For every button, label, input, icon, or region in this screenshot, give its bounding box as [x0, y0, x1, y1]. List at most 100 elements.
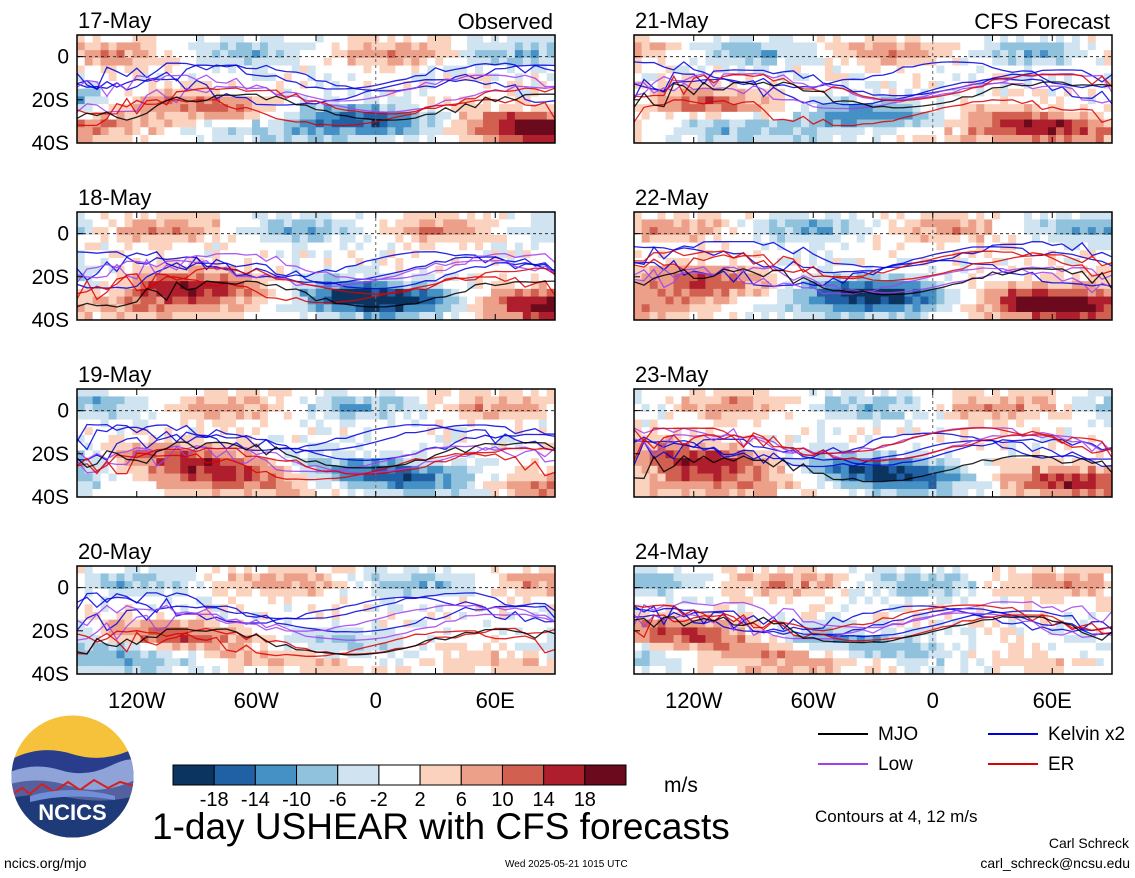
- y-tick-label: 20S: [32, 620, 69, 643]
- panel-17-may: 17-May 0 20S 40S Observed: [32, 8, 556, 155]
- contour-line: [634, 434, 1112, 462]
- contour-line: [634, 72, 1112, 101]
- x-tick-label: 120W: [665, 688, 723, 713]
- contour-line: [77, 441, 555, 469]
- contour-line: [77, 592, 555, 620]
- x-tick-label: 60W: [791, 688, 836, 713]
- contour-line: [77, 98, 555, 127]
- contour-line: [634, 454, 1112, 483]
- panel-date-label: 23-May: [635, 362, 708, 387]
- colorbar-label: -2: [370, 789, 388, 811]
- contour-line: [77, 628, 555, 656]
- x-tick-label: 120W: [108, 688, 166, 713]
- contour-line: [634, 426, 1112, 455]
- panel-18-may: 18-May 0 20S 40S: [32, 185, 556, 332]
- contour-line: [77, 252, 555, 281]
- panel-19-may: 19-May 0 20S 40S: [32, 362, 556, 509]
- panel-date-label: 20-May: [78, 539, 151, 564]
- y-tick-label: 0: [57, 577, 69, 600]
- y-tick-label: 0: [57, 46, 69, 69]
- panel-22-may: 22-May: [633, 185, 1113, 321]
- legend-label: ER: [1048, 754, 1074, 775]
- contour-line: [77, 275, 555, 304]
- contour-line: [77, 605, 555, 633]
- column-title: CFS Forecast: [974, 9, 1110, 34]
- contour-line: [634, 601, 1112, 629]
- colorbar-swatch: [337, 764, 380, 786]
- shear-field: [77, 389, 555, 497]
- x-tick-label: 0: [927, 688, 939, 713]
- colorbar-label: -10: [282, 789, 311, 811]
- contour-line: [77, 256, 555, 284]
- colorbar-label: 2: [415, 789, 426, 811]
- panel-date-label: 24-May: [635, 539, 708, 564]
- colorbar-swatch: [584, 764, 627, 786]
- y-tick-label: 40S: [32, 309, 69, 332]
- x-tick-label: 60E: [1033, 688, 1072, 713]
- y-tick-label: 20S: [32, 89, 69, 112]
- colorbar-swatch: [543, 764, 586, 786]
- colorbar-label: -6: [329, 789, 347, 811]
- colorbar-label: 6: [456, 789, 467, 811]
- x-tick-label: 0: [370, 688, 382, 713]
- contour-line: [77, 433, 555, 462]
- shear-field: [77, 35, 555, 143]
- contour-line: [634, 78, 1112, 106]
- contour-line: [634, 268, 1112, 296]
- contour-line: [77, 630, 555, 657]
- colorbar: -18 -14 -10 -6 -2 2 6 10 14 18: [172, 764, 627, 811]
- contour-line: [77, 423, 555, 452]
- panel-date-label: 18-May: [78, 185, 151, 210]
- contour-line: [634, 61, 1112, 89]
- colorbar-label: 14: [533, 789, 555, 811]
- colorbar-swatch: [296, 764, 339, 786]
- colorbar-swatch: [213, 764, 256, 786]
- shear-field: [634, 212, 1112, 320]
- contour-line: [77, 604, 555, 632]
- y-tick-label: 40S: [32, 663, 69, 686]
- colorbar-label: -14: [241, 789, 270, 811]
- contour-line: [77, 62, 555, 90]
- contour-line: [634, 616, 1112, 644]
- contour-line: [634, 439, 1112, 468]
- colorbar-swatch: [172, 764, 215, 786]
- contour-line: [77, 453, 555, 481]
- ncics-logo: NCICS: [11, 715, 134, 838]
- contour-line: [77, 596, 555, 624]
- colorbar-label: 10: [491, 789, 513, 811]
- contour-line: [77, 267, 555, 295]
- contour-line: [634, 610, 1112, 638]
- panel-date-label: 17-May: [78, 8, 151, 33]
- panel-21-may: 21-May CFS Forecast: [633, 8, 1113, 144]
- site-link[interactable]: ncics.org/mjo: [4, 855, 87, 871]
- panel-date-label: 19-May: [78, 362, 151, 387]
- contour-line: [634, 81, 1112, 109]
- contour-line: [634, 254, 1112, 282]
- panel-23-may: 23-May: [633, 362, 1113, 498]
- colorbar-swatch: [501, 764, 545, 786]
- contour-line: [634, 69, 1112, 97]
- legend: MJO Kelvin x2 Low ER: [818, 724, 1125, 775]
- shear-field: [634, 566, 1112, 674]
- author: Carl Schreck: [1048, 835, 1129, 851]
- contour-line: [77, 87, 555, 115]
- contour-line: [634, 99, 1112, 127]
- chart-title: 1-day USHEAR with CFS forecasts: [152, 806, 730, 847]
- legend-label: Kelvin x2: [1048, 724, 1125, 745]
- author-email[interactable]: carl_schreck@ncsu.edu: [980, 855, 1130, 871]
- contour-line: [77, 78, 555, 106]
- y-tick-label: 40S: [32, 132, 69, 155]
- contour-line: [77, 74, 555, 102]
- contour-line: [77, 280, 555, 308]
- colorbar-swatch: [419, 764, 462, 786]
- legend-label: MJO: [878, 724, 918, 745]
- timestamp: Wed 2025-05-21 1015 UTC: [505, 859, 628, 870]
- shear-field: [634, 35, 1112, 143]
- contour-line: [77, 93, 555, 121]
- y-tick-label: 20S: [32, 266, 69, 289]
- panel-date-label: 21-May: [635, 8, 708, 33]
- panel-20-may: 20-May 0 20S 40S 120W 60W 0 60E: [32, 539, 556, 713]
- y-tick-label: 0: [57, 223, 69, 246]
- colorbar-units: m/s: [664, 774, 698, 797]
